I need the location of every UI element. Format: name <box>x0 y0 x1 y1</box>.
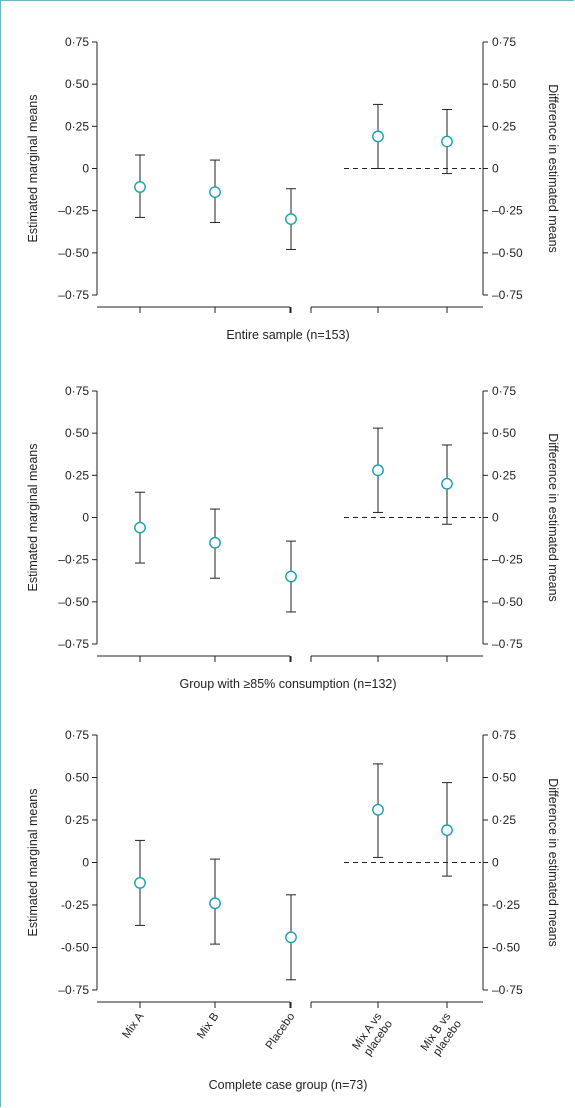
right-tick-label: 0 <box>492 856 499 870</box>
mean-point <box>285 213 297 226</box>
category-label-line: Mix A <box>120 1011 146 1041</box>
mean-point <box>285 931 297 944</box>
right-tick-label: 0·50 <box>492 771 516 785</box>
right-tick-label: 0 <box>492 511 499 525</box>
left-tick-label: 0·25 <box>65 119 89 133</box>
mean-point <box>209 536 221 549</box>
right-tick-label: 0·75 <box>492 35 516 49</box>
right-tick-label: –0·25 <box>492 553 523 567</box>
right-tick-label: -0·25 <box>492 898 520 912</box>
left-tick-label: 0·75 <box>65 384 89 398</box>
category-label: Mix A <box>120 1011 146 1041</box>
right-tick-label: –0·50 <box>492 595 523 609</box>
right-tick-label: 0·25 <box>492 468 516 482</box>
mean-point <box>209 897 221 910</box>
y-axis-title: Estimated marginal means <box>26 444 40 592</box>
panel-1: 0·75 0·75 0·50 0·50 0·25 0·25 0 0 –0·25 –0·25 –0·5… <box>26 35 560 342</box>
category-label: Mix B vsplacebo <box>419 1011 465 1061</box>
category-label: Placebo <box>264 1011 298 1052</box>
difference-point <box>441 135 453 148</box>
mean-point <box>134 521 146 534</box>
y-axis-title: Estimated marginal means <box>26 95 40 243</box>
mean-point <box>209 186 221 199</box>
category-label: Mix B <box>195 1011 222 1042</box>
panel-3: 0·75 0·75 0·50 0·50 0·25 0·25 0 0 -0·25 -0·25 -0·5… <box>26 728 560 1092</box>
right-tick-label: 0·25 <box>492 813 516 827</box>
left-tick-label: –0·50 <box>58 246 89 260</box>
difference-point <box>372 130 384 143</box>
right-tick-label: –0·75 <box>492 288 523 302</box>
category-label-line: Mix B <box>195 1011 222 1042</box>
left-tick-label: –0·75 <box>58 637 89 651</box>
y2-axis-title: Difference in estimated means <box>546 433 560 602</box>
right-tick-label: 0·50 <box>492 426 516 440</box>
left-tick-label: –0·50 <box>58 595 89 609</box>
panel-caption: Entire sample (n=153) <box>226 328 349 342</box>
left-tick-label: 0 <box>82 162 89 176</box>
right-tick-label: -0·50 <box>492 941 520 955</box>
right-tick-label: –0·50 <box>492 246 523 260</box>
right-tick-label: 0·25 <box>492 119 516 133</box>
mean-point <box>134 181 146 193</box>
left-tick-label: 0·50 <box>65 77 89 91</box>
difference-point <box>372 803 384 816</box>
left-tick-label: -0·25 <box>61 898 89 912</box>
difference-point <box>441 477 453 490</box>
panel-caption: Group with ≥85% consumption (n=132) <box>179 677 396 691</box>
category-label-line: Placebo <box>264 1011 298 1052</box>
left-tick-label: 0·50 <box>65 426 89 440</box>
mean-point <box>134 877 146 889</box>
y-axis-title: Estimated marginal means <box>26 789 40 937</box>
left-tick-label: –0·25 <box>58 553 89 567</box>
right-tick-label: –0·75 <box>492 637 523 651</box>
left-tick-label: 0 <box>82 511 89 525</box>
left-tick-label: 0·25 <box>65 468 89 482</box>
y2-axis-title: Difference in estimated means <box>546 778 560 947</box>
category-label: Mix A vsplacebo <box>350 1011 395 1060</box>
right-tick-label: 0·50 <box>492 77 516 91</box>
left-tick-label: -0·50 <box>61 941 89 955</box>
y2-axis-title: Difference in estimated means <box>546 84 560 253</box>
difference-point <box>441 824 453 837</box>
panel-caption: Complete case group (n=73) <box>209 1078 368 1092</box>
left-tick-label: 0·75 <box>65 35 89 49</box>
left-tick-label: 0 <box>82 856 89 870</box>
panel-2: 0·75 0·75 0·50 0·50 0·25 0·25 0 0 –0·25 –0·25 –0·5… <box>26 384 560 691</box>
mean-point <box>285 570 297 583</box>
right-tick-label: 0 <box>492 162 499 176</box>
right-tick-label: –0·25 <box>492 204 523 218</box>
left-tick-label: 0·25 <box>65 813 89 827</box>
left-tick-label: –0·75 <box>58 983 89 997</box>
left-tick-label: 0·75 <box>65 728 89 742</box>
difference-point <box>372 464 384 477</box>
right-tick-label: –0·75 <box>492 983 523 997</box>
right-tick-label: 0·75 <box>492 384 516 398</box>
left-tick-label: 0·50 <box>65 771 89 785</box>
right-tick-label: 0·75 <box>492 728 516 742</box>
left-tick-label: –0·75 <box>58 288 89 302</box>
left-tick-label: –0·25 <box>58 204 89 218</box>
